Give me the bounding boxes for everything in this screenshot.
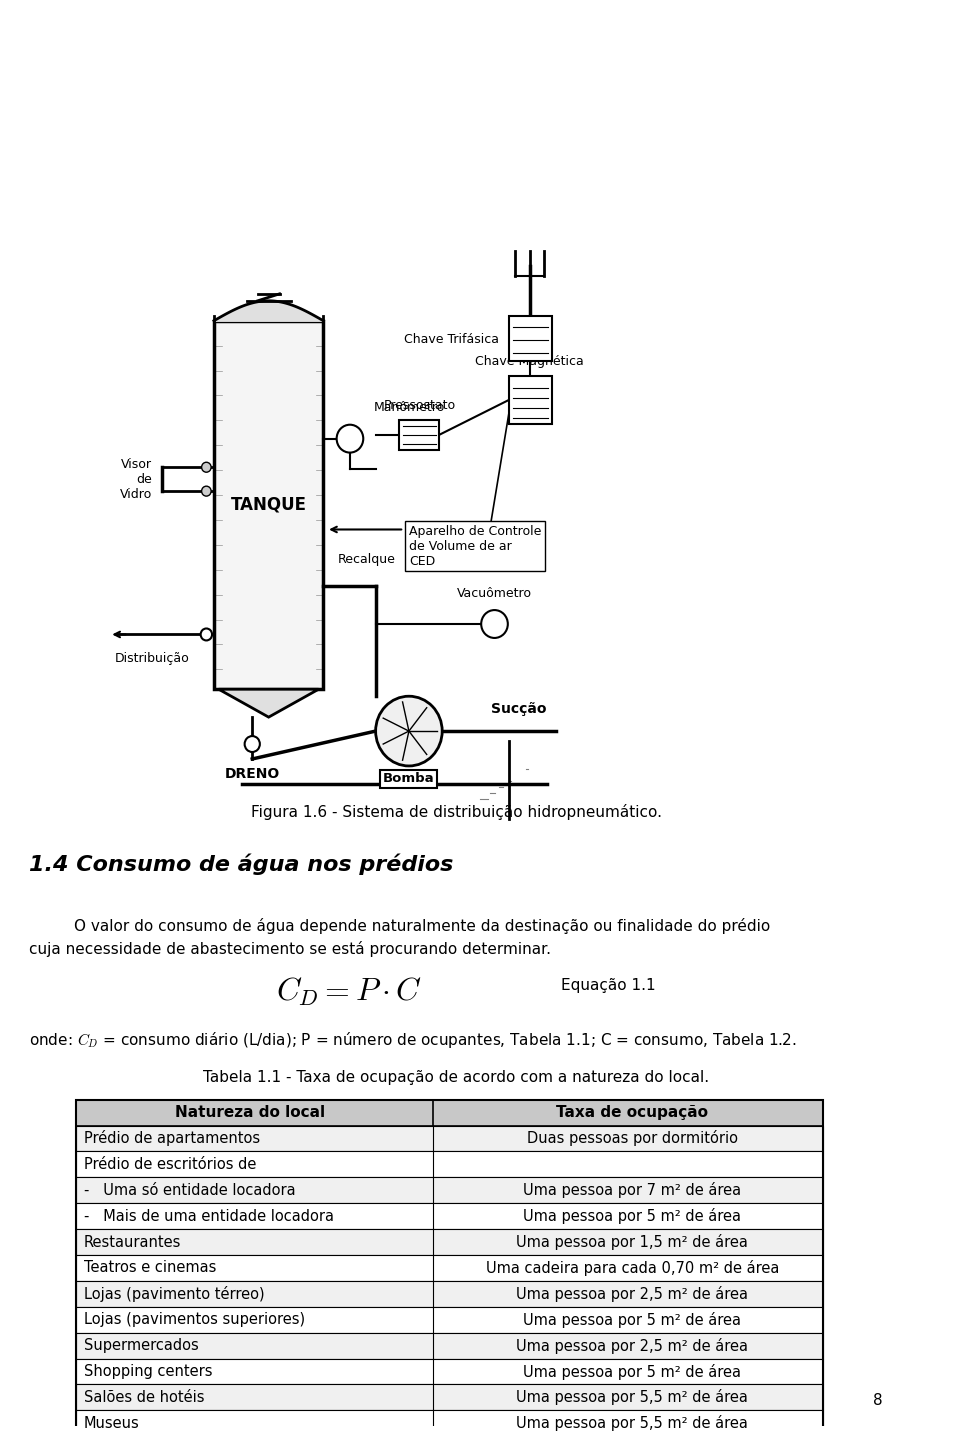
Text: Supermercados: Supermercados: [84, 1337, 199, 1353]
Bar: [76, 1177, 823, 1203]
Circle shape: [201, 629, 212, 640]
Bar: [76, 1203, 823, 1229]
Text: cuja necessidade de abastecimento se está procurando determinar.: cuja necessidade de abastecimento se est…: [29, 941, 550, 957]
Text: Equação 1.1: Equação 1.1: [561, 978, 656, 994]
Text: Teatros e cinemas: Teatros e cinemas: [84, 1260, 216, 1276]
Text: DRENO: DRENO: [225, 768, 280, 780]
Text: Distribuição: Distribuição: [115, 653, 189, 666]
Bar: [76, 1229, 823, 1254]
Text: onde: $C_D$ = consumo diário (L/dia); P = número de ocupantes, Tabela 1.1; C = c: onde: $C_D$ = consumo diário (L/dia); P …: [29, 1030, 797, 1050]
Text: Lojas (pavimentos superiores): Lojas (pavimentos superiores): [84, 1312, 305, 1327]
Bar: [399, 420, 440, 450]
Text: Prédio de escritórios de: Prédio de escritórios de: [84, 1157, 256, 1171]
Bar: [76, 1151, 823, 1177]
Text: Tabela 1.1 - Taxa de ocupação de acordo com a natureza do local.: Tabela 1.1 - Taxa de ocupação de acordo …: [204, 1070, 709, 1084]
Bar: [509, 316, 552, 361]
Text: Salões de hotéis: Salões de hotéis: [84, 1390, 204, 1405]
Text: -   Uma só entidade locadora: - Uma só entidade locadora: [84, 1183, 296, 1197]
Bar: [76, 1411, 823, 1432]
Bar: [76, 1254, 823, 1280]
Text: Uma pessoa por 2,5 m² de área: Uma pessoa por 2,5 m² de área: [516, 1286, 749, 1302]
Circle shape: [202, 485, 211, 495]
Text: Visor
de
Vidro: Visor de Vidro: [120, 458, 152, 501]
Text: Uma pessoa por 5 m² de área: Uma pessoa por 5 m² de área: [523, 1363, 741, 1379]
Text: Pressostato: Pressostato: [383, 400, 455, 412]
Text: 1.4 Consumo de água nos prédios: 1.4 Consumo de água nos prédios: [29, 853, 453, 875]
Text: Museus: Museus: [84, 1416, 139, 1431]
Bar: [76, 1333, 823, 1359]
Bar: [76, 1100, 823, 1126]
Text: Bomba: Bomba: [383, 772, 435, 785]
Text: Recalque: Recalque: [338, 553, 396, 566]
Circle shape: [375, 696, 443, 766]
Bar: [76, 1280, 823, 1307]
Text: Restaurantes: Restaurantes: [84, 1234, 181, 1250]
Polygon shape: [219, 689, 319, 717]
Text: Manômetro: Manômetro: [373, 401, 445, 414]
Bar: [76, 1359, 823, 1385]
Circle shape: [245, 736, 260, 752]
Text: Uma pessoa por 5 m² de área: Uma pessoa por 5 m² de área: [523, 1209, 741, 1224]
Text: Chave Magnética: Chave Magnética: [475, 355, 584, 368]
Text: Uma pessoa por 2,5 m² de área: Uma pessoa por 2,5 m² de área: [516, 1337, 749, 1353]
Bar: [380, 770, 438, 788]
Text: Chave Trifásica: Chave Trifásica: [404, 332, 499, 347]
Text: Duas pessoas por dormitório: Duas pessoas por dormitório: [527, 1130, 738, 1147]
Circle shape: [337, 425, 363, 453]
Polygon shape: [214, 321, 324, 689]
Bar: [76, 1126, 823, 1151]
Bar: [509, 377, 552, 424]
Bar: [76, 1307, 823, 1333]
Text: 8: 8: [873, 1393, 882, 1409]
Text: Uma pessoa por 7 m² de área: Uma pessoa por 7 m² de área: [523, 1183, 741, 1199]
Text: Figura 1.6 - Sistema de distribuição hidropneumático.: Figura 1.6 - Sistema de distribuição hid…: [251, 803, 662, 819]
Text: Uma pessoa por 1,5 m² de área: Uma pessoa por 1,5 m² de área: [516, 1234, 749, 1250]
Text: O valor do consumo de água depende naturalmente da destinação ou finalidade do p: O valor do consumo de água depende natur…: [74, 918, 771, 934]
Text: Prédio de apartamentos: Prédio de apartamentos: [84, 1130, 260, 1147]
Circle shape: [202, 463, 211, 473]
Text: $C_D = P \cdot C$: $C_D = P \cdot C$: [276, 975, 422, 1008]
Text: Uma cadeira para cada 0,70 m² de área: Uma cadeira para cada 0,70 m² de área: [486, 1260, 780, 1276]
Circle shape: [481, 610, 508, 637]
Text: -   Mais de uma entidade locadora: - Mais de uma entidade locadora: [84, 1209, 334, 1224]
Text: Vacuômetro: Vacuômetro: [457, 587, 532, 600]
Bar: [76, 1385, 823, 1411]
Text: Sucção: Sucção: [491, 702, 546, 716]
Text: Natureza do local: Natureza do local: [175, 1106, 324, 1120]
Text: Shopping centers: Shopping centers: [84, 1365, 212, 1379]
Text: Aparelho de Controle
de Volume de ar
CED: Aparelho de Controle de Volume de ar CED: [409, 524, 541, 567]
Text: Taxa de ocupação: Taxa de ocupação: [557, 1106, 708, 1120]
Text: Uma pessoa por 5,5 m² de área: Uma pessoa por 5,5 m² de área: [516, 1389, 749, 1405]
Text: Uma pessoa por 5,5 m² de área: Uma pessoa por 5,5 m² de área: [516, 1415, 749, 1432]
Text: Uma pessoa por 5 m² de área: Uma pessoa por 5 m² de área: [523, 1312, 741, 1327]
Bar: [76, 1100, 823, 1432]
Text: Lojas (pavimento térreo): Lojas (pavimento térreo): [84, 1286, 264, 1302]
Text: TANQUE: TANQUE: [230, 495, 306, 514]
